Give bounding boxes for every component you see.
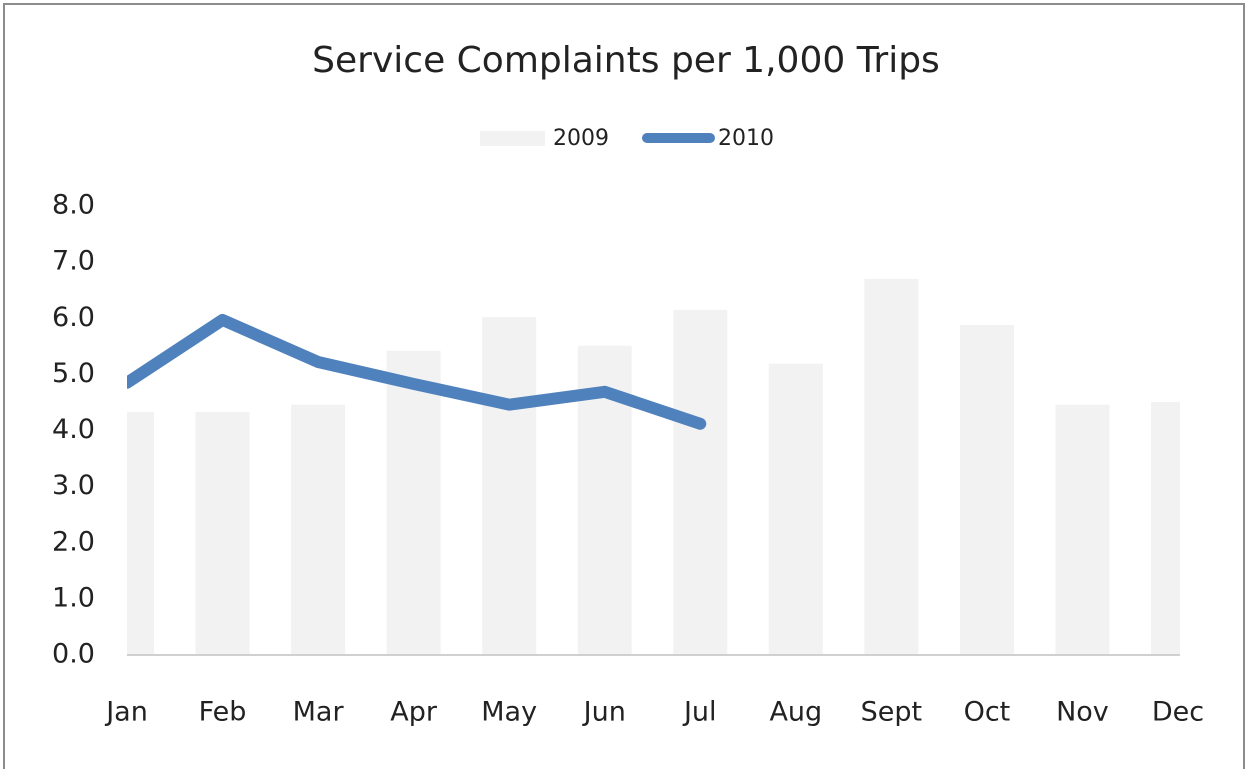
x-tick-label: Jun (582, 697, 626, 728)
y-tick-label: 2.0 (52, 526, 95, 557)
x-tick-label: Apr (390, 697, 438, 728)
legend-label: 2010 (718, 126, 774, 151)
bar (291, 404, 346, 655)
x-tick-label: Feb (199, 697, 247, 728)
y-tick-label: 3.0 (52, 470, 95, 501)
x-tick-label: Sept (861, 697, 922, 728)
y-tick-label: 4.0 (52, 414, 95, 445)
chart-title: Service Complaints per 1,000 Trips (312, 40, 940, 81)
bar (195, 411, 250, 655)
y-tick-label: 5.0 (52, 358, 95, 389)
x-tick-label: Oct (964, 697, 1011, 728)
legend-label: 2009 (553, 126, 609, 151)
y-tick-label: 0.0 (52, 639, 95, 670)
bar (1055, 404, 1110, 655)
line (127, 313, 707, 430)
y-tick-label: 6.0 (52, 302, 95, 333)
y-tick-label: 8.0 (52, 190, 95, 221)
bar (482, 317, 537, 655)
x-tick-label: Nov (1056, 697, 1109, 728)
y-tick-label: 7.0 (52, 246, 95, 277)
x-tick-label: Dec (1152, 697, 1204, 728)
line-group (127, 313, 707, 430)
bar (127, 411, 154, 655)
x-tick-label: Jul (682, 697, 717, 728)
bar (864, 278, 919, 655)
x-tick-label: Jan (104, 697, 148, 728)
bar (1151, 401, 1180, 655)
bar-group (127, 278, 1180, 655)
x-tick-label: May (481, 697, 537, 728)
y-tick-label: 1.0 (52, 582, 95, 613)
bar (673, 309, 728, 655)
x-tick-label: Mar (293, 697, 345, 728)
bar (768, 363, 823, 655)
legend-swatch (480, 131, 545, 146)
bar (386, 350, 441, 655)
x-tick-label: Aug (769, 697, 822, 728)
bar (959, 324, 1014, 655)
